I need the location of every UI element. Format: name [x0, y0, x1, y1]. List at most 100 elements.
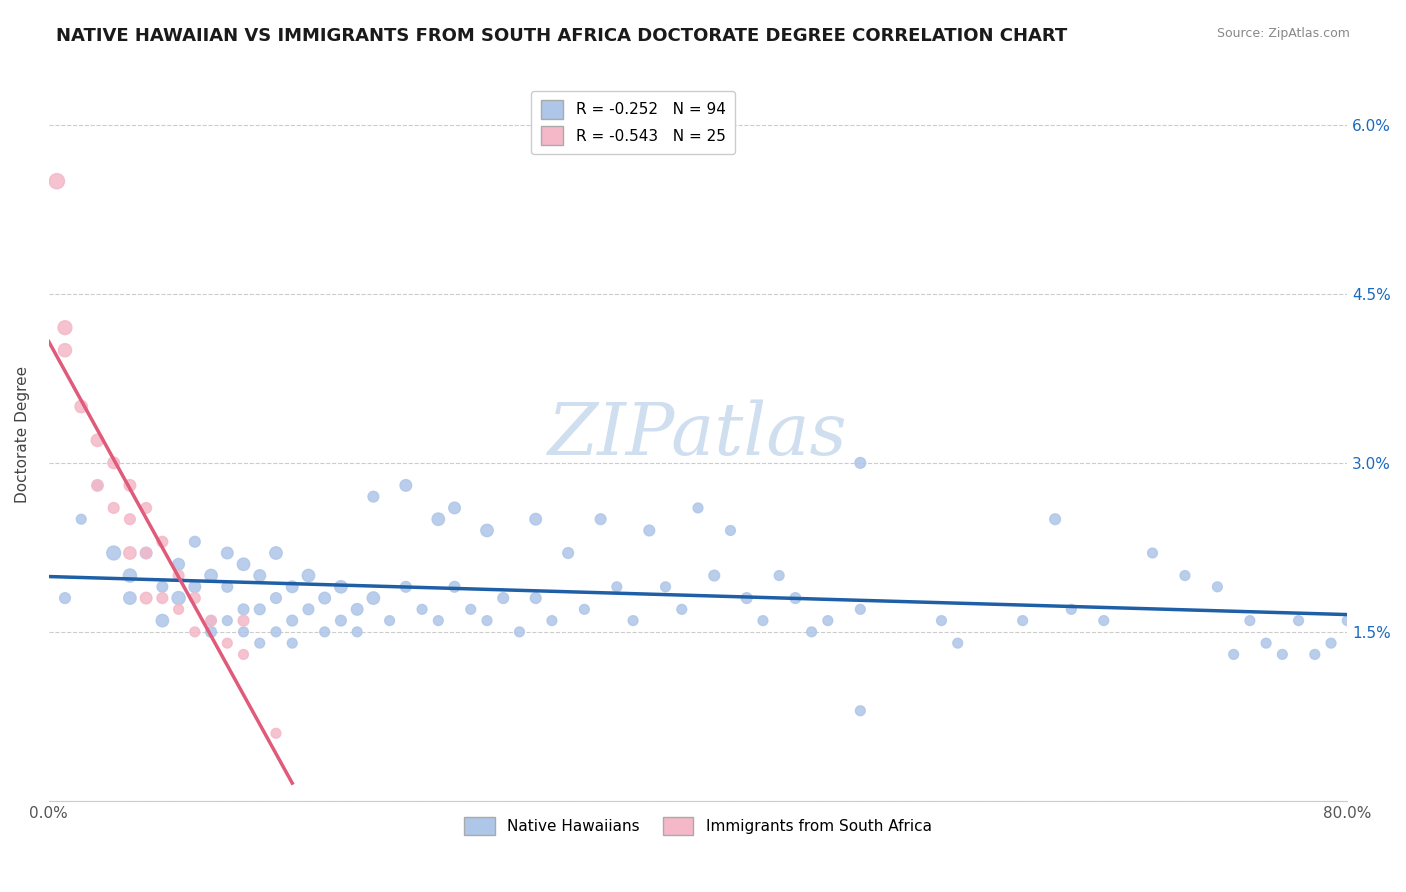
Point — [346, 602, 368, 616]
Point — [53, 320, 76, 334]
Point — [541, 614, 564, 628]
Point — [297, 602, 319, 616]
Point — [443, 580, 465, 594]
Point — [167, 602, 190, 616]
Point — [1060, 602, 1083, 616]
Point — [86, 434, 108, 448]
Point — [264, 726, 287, 740]
Point — [103, 546, 125, 560]
Point — [150, 580, 173, 594]
Point — [1256, 636, 1278, 650]
Point — [264, 546, 287, 560]
Point — [118, 546, 141, 560]
Point — [363, 490, 385, 504]
Point — [378, 614, 401, 628]
Point — [150, 534, 173, 549]
Point — [1303, 648, 1326, 662]
Point — [45, 174, 67, 188]
Point — [1043, 512, 1066, 526]
Point — [184, 591, 207, 605]
Point — [249, 602, 271, 616]
Point — [1142, 546, 1164, 560]
Point — [184, 580, 207, 594]
Point — [232, 558, 254, 572]
Point — [686, 500, 709, 515]
Point — [135, 546, 157, 560]
Point — [86, 478, 108, 492]
Point — [217, 580, 239, 594]
Point — [135, 546, 157, 560]
Point — [232, 624, 254, 639]
Point — [411, 602, 433, 616]
Point — [150, 591, 173, 605]
Point — [118, 568, 141, 582]
Point — [184, 624, 207, 639]
Point — [200, 624, 222, 639]
Point — [249, 568, 271, 582]
Point — [475, 614, 498, 628]
Point — [1320, 636, 1343, 650]
Point — [395, 478, 418, 492]
Point — [800, 624, 823, 639]
Point — [508, 624, 530, 639]
Point — [492, 591, 515, 605]
Point — [931, 614, 953, 628]
Point — [264, 591, 287, 605]
Point — [460, 602, 482, 616]
Point — [103, 500, 125, 515]
Point — [184, 534, 207, 549]
Point — [1011, 614, 1033, 628]
Point — [1092, 614, 1115, 628]
Point — [621, 614, 644, 628]
Point — [768, 568, 790, 582]
Point — [314, 624, 336, 639]
Point — [329, 580, 352, 594]
Point — [1222, 648, 1244, 662]
Point — [281, 636, 304, 650]
Point — [785, 591, 807, 605]
Point — [329, 614, 352, 628]
Point — [1174, 568, 1197, 582]
Point — [443, 500, 465, 515]
Point — [103, 456, 125, 470]
Point — [264, 624, 287, 639]
Point — [314, 591, 336, 605]
Point — [671, 602, 693, 616]
Point — [281, 580, 304, 594]
Point — [70, 512, 93, 526]
Point — [346, 624, 368, 639]
Point — [249, 636, 271, 650]
Point — [232, 648, 254, 662]
Point — [217, 636, 239, 650]
Point — [70, 400, 93, 414]
Point — [217, 546, 239, 560]
Point — [524, 591, 547, 605]
Text: ZIPatlas: ZIPatlas — [548, 400, 848, 470]
Point — [849, 602, 872, 616]
Point — [735, 591, 758, 605]
Point — [1271, 648, 1294, 662]
Point — [720, 524, 742, 538]
Text: Source: ZipAtlas.com: Source: ZipAtlas.com — [1216, 27, 1350, 40]
Point — [427, 512, 450, 526]
Point — [638, 524, 661, 538]
Point — [574, 602, 596, 616]
Point — [1206, 580, 1229, 594]
Point — [200, 568, 222, 582]
Point — [118, 512, 141, 526]
Point — [557, 546, 579, 560]
Point — [1336, 614, 1358, 628]
Point — [135, 591, 157, 605]
Point — [817, 614, 839, 628]
Point — [167, 558, 190, 572]
Point — [524, 512, 547, 526]
Point — [297, 568, 319, 582]
Point — [849, 704, 872, 718]
Point — [167, 591, 190, 605]
Point — [217, 614, 239, 628]
Text: NATIVE HAWAIIAN VS IMMIGRANTS FROM SOUTH AFRICA DOCTORATE DEGREE CORRELATION CHA: NATIVE HAWAIIAN VS IMMIGRANTS FROM SOUTH… — [56, 27, 1067, 45]
Point — [53, 591, 76, 605]
Point — [849, 456, 872, 470]
Point — [150, 614, 173, 628]
Point — [167, 568, 190, 582]
